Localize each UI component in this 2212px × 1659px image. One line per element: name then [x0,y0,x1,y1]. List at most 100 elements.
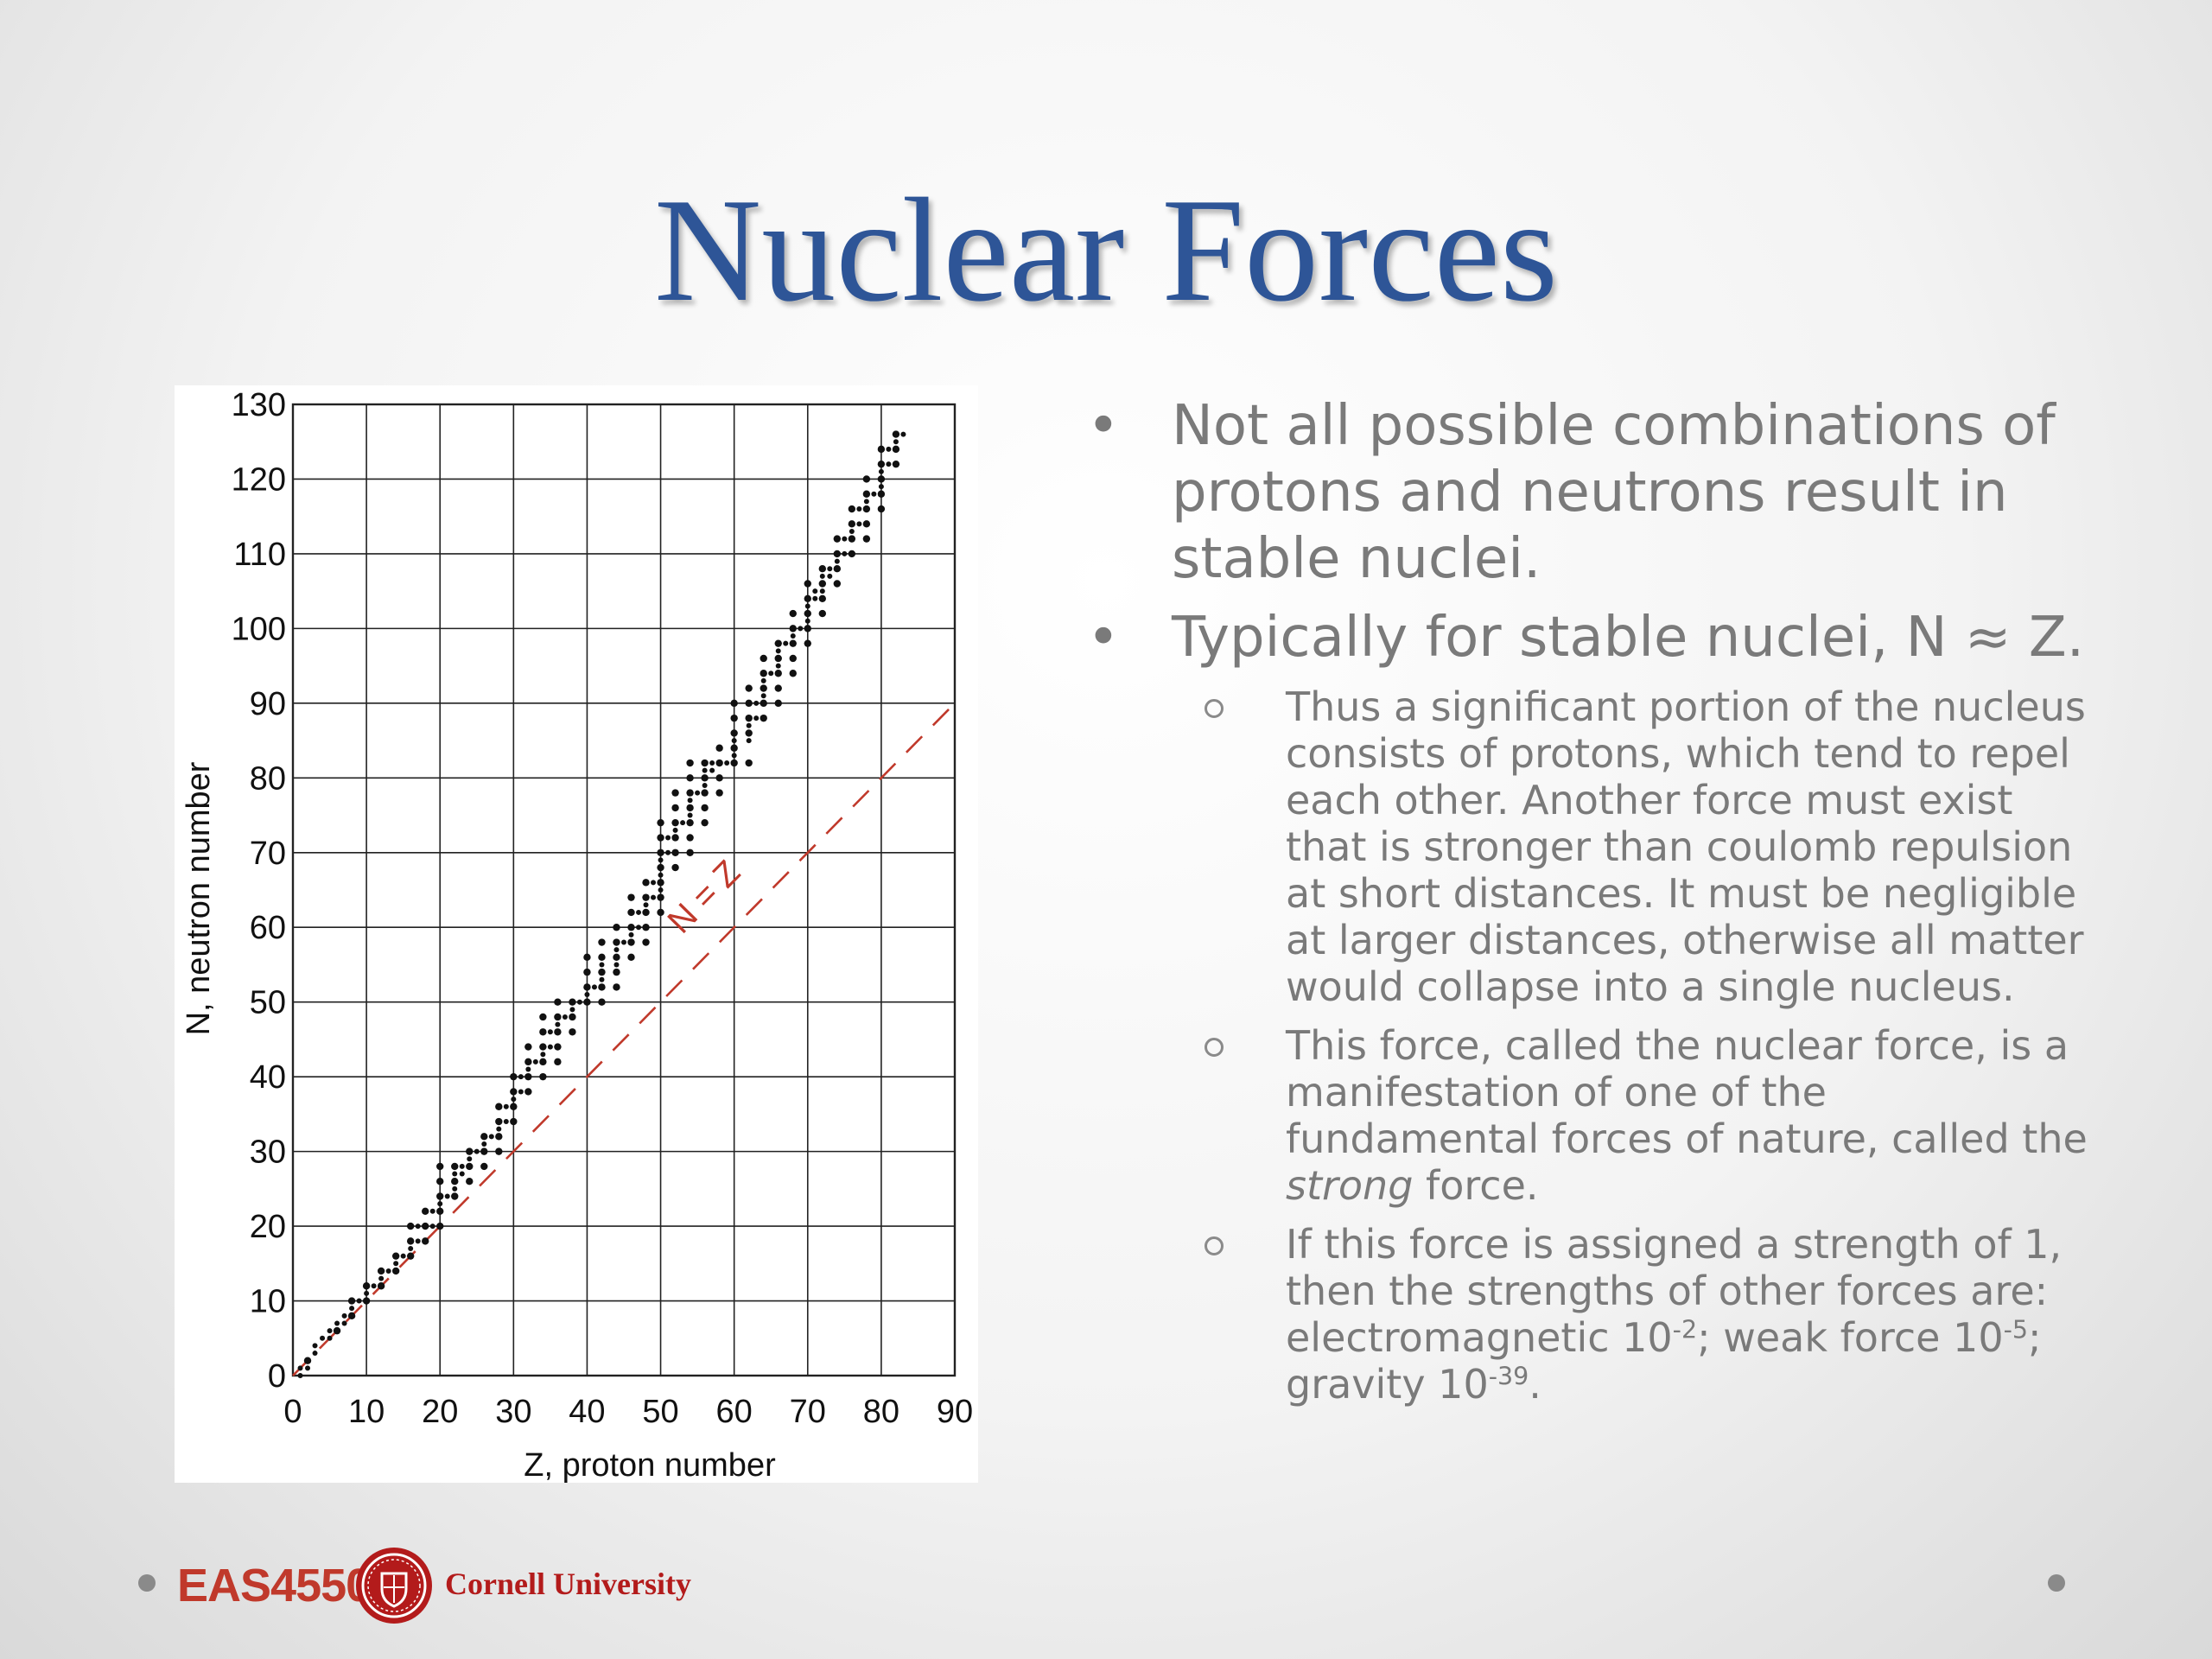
data-point [480,1147,488,1155]
y-tick-label: 50 [250,985,286,1021]
data-point [760,654,767,663]
data-point [760,670,767,677]
data-point [812,595,818,601]
data-point [598,953,606,962]
y-tick-label: 90 [250,686,286,722]
data-point [451,1178,459,1185]
data-point [753,700,760,706]
data-point [576,999,582,1005]
data-point [466,1147,474,1155]
data-point [892,460,900,468]
data-point [686,834,694,842]
data-point [627,953,635,962]
sub-bullet-1-text: Thus a significant portion of the nucleu… [1286,683,2086,1010]
data-point [613,947,620,953]
data-point [510,1088,518,1096]
data-point [422,1237,429,1245]
data-point [511,1096,517,1103]
sub-bullet-3-text-c: ; gravity 10 [1286,1314,2042,1408]
data-point [377,1282,385,1290]
data-point [789,654,797,663]
data-point [789,639,797,647]
data-point [827,573,833,579]
stability-chart: 0 10 20 30 40 50 60 70 80 90 0 10 20 30 40 50 60 70 80 90 10… [175,385,978,1483]
data-point [818,594,826,602]
data-point [554,1028,562,1036]
data-point [642,924,650,931]
data-point [745,759,753,767]
data-point [745,714,753,722]
data-point [701,774,709,782]
data-point [701,759,709,767]
data-point [695,790,701,796]
data-point [760,677,766,683]
data-point [715,759,723,767]
data-point [524,1058,532,1066]
data-point [429,1224,435,1230]
data-point [671,804,679,812]
data-point [724,760,730,766]
data-point [540,1052,546,1058]
data-point [334,1320,340,1326]
data-point [686,818,694,827]
data-point [790,633,796,639]
data-point [671,849,679,856]
bullet-dot-icon: • [1087,606,1120,670]
data-point [886,446,892,452]
data-point [459,1171,465,1177]
data-point [547,1029,553,1035]
data-point [628,931,634,938]
data-point [518,1074,524,1080]
data-point [378,1275,385,1281]
data-point [598,983,606,991]
data-point [613,968,620,976]
data-point [297,1365,303,1371]
data-point [583,983,591,991]
data-point [686,849,694,856]
data-point [583,953,591,962]
data-point [495,1133,503,1141]
sub-bullet-3-text-d: . [1529,1361,1541,1408]
data-point [658,872,664,878]
data-point [730,699,738,708]
data-point [774,670,782,677]
data-point [341,1313,347,1319]
y-tick-label: 20 [250,1209,286,1245]
x-tick-label: 50 [642,1394,678,1430]
data-point [436,1192,444,1200]
y-tick-label: 40 [250,1059,286,1096]
data-point [584,992,590,998]
data-point [356,1298,362,1304]
data-point [687,798,693,804]
data-point [760,693,766,699]
sub-bullet-3-text-a: If this force is assigned a strength of … [1286,1221,2063,1361]
data-point [305,1365,311,1371]
circle-bullet-icon [1205,1038,1224,1057]
data-point [768,671,774,677]
bullet-2: • Typically for stable nuclei, N ≈ Z. [1080,605,2091,671]
data-point [583,968,591,976]
circle-bullet-icon [1205,699,1224,718]
data-point [833,550,842,558]
data-point [488,1134,494,1140]
data-point [518,1089,524,1095]
data-point [598,968,606,976]
sub-bullet-2-text-a: This force, called the nuclear force, is… [1286,1022,2088,1162]
data-point [347,1312,356,1320]
data-point [444,1193,450,1199]
data-point [539,1072,547,1081]
data-point [657,863,664,872]
data-point [760,699,767,708]
data-point [613,953,620,962]
data-point [862,535,871,543]
data-point [349,1306,355,1312]
data-point [320,1335,326,1341]
data-point [671,834,679,842]
data-point [900,431,906,437]
data-point [436,1178,444,1185]
bullet-dot-icon: • [1087,394,1120,458]
data-point [569,1007,575,1013]
data-point [834,558,840,564]
data-point [789,670,797,677]
